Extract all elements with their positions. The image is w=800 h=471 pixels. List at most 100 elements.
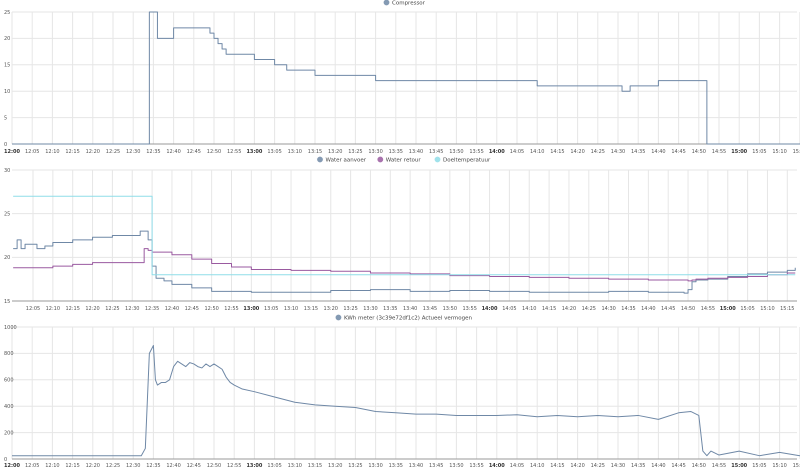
x-tick-label: 12:40: [166, 149, 180, 155]
x-tick-label: 12:00: [4, 149, 20, 155]
x-tick-label: 12:50: [204, 306, 218, 312]
x-tick-label: 13:05: [267, 149, 281, 155]
legend-swatch: [316, 156, 324, 164]
x-tick-label: 13:15: [304, 306, 318, 312]
x-tick-label: 13:55: [469, 463, 483, 469]
x-tick-label: 13:40: [409, 149, 423, 155]
x-tick-label: 14:10: [530, 149, 544, 155]
x-tick-label: 13:55: [469, 149, 483, 155]
x-tick-label: 13:10: [288, 463, 302, 469]
x-tick-label: 12:50: [207, 149, 221, 155]
y-tick-label: 15: [4, 63, 10, 69]
x-tick-label: 13:15: [308, 463, 322, 469]
legend-label: Water aanvoer: [326, 158, 367, 164]
x-tick-label: 14:00: [482, 306, 498, 312]
x-tick-label: 14:30: [601, 306, 615, 312]
x-tick-label: 13:05: [264, 306, 278, 312]
series-line-3: [13, 195, 796, 276]
x-tick-label: 12:10: [46, 306, 60, 312]
x-tick-label: 12:45: [187, 463, 201, 469]
x-tick-label: 12:05: [26, 306, 40, 312]
x-tick-label: 14:20: [570, 149, 584, 155]
x-tick-label: 14:05: [510, 463, 524, 469]
legend-item[interactable]: Compressor: [383, 0, 426, 7]
x-tick-label: 13:40: [409, 463, 423, 469]
x-tick-label: 13:45: [429, 463, 443, 469]
x-tick-label: 14:10: [522, 306, 536, 312]
x-tick-label: 14:45: [671, 463, 685, 469]
x-tick-label: 12:30: [125, 306, 139, 312]
x-tick-label: 12:55: [227, 149, 241, 155]
legend-item[interactable]: Doeltemperatuur: [433, 156, 491, 164]
series-line-2: [13, 248, 796, 282]
legend-swatch: [376, 156, 384, 164]
chart-panel-3: 12:00 12:05 12:10 12:15 12:20 12:25 12:30 12:35…: [4, 313, 800, 469]
x-tick-label: 13:00: [243, 306, 259, 312]
y-tick-label: 25: [4, 211, 10, 217]
legend-item[interactable]: Water retour: [376, 156, 421, 164]
x-tick-label: 13:20: [324, 306, 338, 312]
x-tick-label: 13:25: [343, 306, 357, 312]
y-tick-label: 600: [4, 378, 14, 384]
x-tick-label: 14:25: [591, 149, 605, 155]
x-tick-label: 13:20: [328, 463, 342, 469]
x-tick-label: 12:25: [106, 463, 120, 469]
legend-swatch: [433, 156, 441, 164]
x-tick-label: 14:30: [611, 149, 625, 155]
x-tick-label: 15:15: [793, 149, 800, 155]
x-tick-label: 12:35: [146, 149, 160, 155]
x-tick-label: 13:00: [246, 463, 262, 469]
x-tick-label: 14:55: [701, 306, 715, 312]
x-tick-label: 14:50: [692, 149, 706, 155]
x-tick-label: 13:20: [328, 149, 342, 155]
x-tick-label: 12:05: [25, 149, 39, 155]
x-tick-label: 13:30: [363, 306, 377, 312]
x-tick-label: 15:00: [731, 463, 747, 469]
x-tick-label: 12:20: [86, 149, 100, 155]
x-tick-label: 12:35: [146, 463, 160, 469]
x-tick-label: 13:45: [423, 306, 437, 312]
x-tick-label: 13:15: [308, 149, 322, 155]
x-tick-label: 14:50: [692, 463, 706, 469]
x-tick-label: 15:00: [731, 149, 747, 155]
x-tick-label: 13:55: [462, 306, 476, 312]
x-tick-label: 14:45: [661, 306, 675, 312]
x-tick-label: 14:25: [582, 306, 596, 312]
x-tick-label: 12:15: [65, 463, 79, 469]
x-tick-label: 12:20: [86, 463, 100, 469]
x-tick-label: 15:15: [780, 306, 794, 312]
x-tick-label: 13:05: [267, 463, 281, 469]
x-tick-label: 14:05: [510, 149, 524, 155]
x-tick-label: 15:00: [720, 306, 736, 312]
x-tick-label: 12:25: [105, 306, 119, 312]
x-tick-label: 15:10: [772, 463, 786, 469]
x-tick-label: 14:35: [631, 149, 645, 155]
x-tick-label: 12:45: [187, 149, 201, 155]
x-tick-label: 13:25: [348, 149, 362, 155]
x-tick-label: 14:40: [651, 463, 665, 469]
legend-label: Compressor: [392, 1, 426, 7]
x-tick-label: 14:35: [631, 463, 645, 469]
legend-item[interactable]: KWh meter (3c39e72df1c2) Actueel vermoge…: [334, 313, 472, 322]
x-tick-label: 14:55: [712, 463, 726, 469]
legend-swatch: [383, 0, 390, 6]
x-tick-label: 14:10: [530, 463, 544, 469]
legend-item[interactable]: Water aanvoer: [316, 156, 367, 164]
y-tick-label: 200: [4, 430, 14, 436]
y-tick-label: 30: [4, 168, 10, 174]
x-tick-label: 12:15: [65, 306, 79, 312]
x-tick-label: 14:20: [570, 463, 584, 469]
x-tick-label: 12:55: [224, 306, 238, 312]
x-tick-label: 13:40: [403, 306, 417, 312]
y-tick-label: 0: [4, 457, 7, 463]
x-tick-label: 12:30: [126, 149, 140, 155]
legend-label: Doeltemperatuur: [443, 158, 491, 164]
x-tick-label: 12:10: [45, 149, 59, 155]
x-tick-label: 15:15: [793, 463, 800, 469]
x-tick-label: 14:05: [502, 306, 516, 312]
y-tick-label: 5: [4, 115, 7, 121]
x-tick-label: 14:15: [550, 149, 564, 155]
x-tick-label: 13:35: [383, 306, 397, 312]
series-line-1: [12, 11, 800, 145]
